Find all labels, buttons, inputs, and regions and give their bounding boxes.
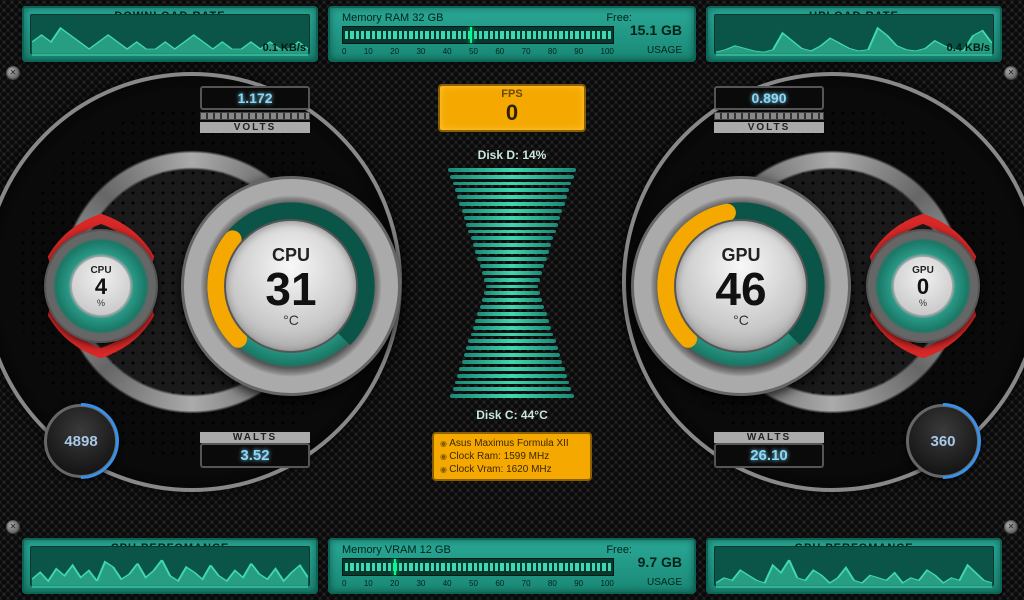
cpu-perf-panel: CPU PERFOMANCE	[22, 538, 318, 594]
info-box: Asus Maximus Formula XII Clock Ram: 1599…	[432, 432, 592, 481]
download-rate-text: 0.1 KB/s	[263, 42, 306, 54]
upload-rate-text: 0.4 KB/s	[947, 42, 990, 54]
fps-box: FPS 0	[438, 84, 586, 132]
vram-panel: Memory VRAM 12 GB Free: 9.7 GB USAGE 010…	[328, 538, 696, 594]
cpu-load-unit: %	[97, 298, 105, 308]
gpu-temp-gauge: GPU 46 °C	[631, 176, 851, 396]
ram-title: Memory RAM 32 GB	[342, 12, 443, 24]
center-bars	[448, 168, 576, 398]
screw-icon	[6, 66, 20, 80]
disk-d-text: Disk D: 14%	[478, 148, 547, 162]
disk-c-text: Disk C: 44°C	[476, 408, 548, 422]
cpu-temp-value: 31	[265, 266, 316, 312]
gpu-knob: 360	[906, 404, 980, 478]
cpu-knob-value: 4898	[64, 433, 97, 450]
gpu-load-value: 0	[917, 276, 929, 298]
gpu-volts-value: 0.890	[714, 86, 824, 110]
info-clock-vram: Clock Vram: 1620 MHz	[440, 463, 584, 476]
cpu-volts-label: VOLTS	[200, 122, 310, 133]
ram-scale: 0102030405060708090100	[342, 47, 614, 56]
vram-bar	[342, 558, 614, 576]
ram-free-label: Free:	[606, 12, 632, 24]
fps-value: 0	[440, 100, 584, 126]
gpu-walts-label: WALTS	[714, 432, 824, 443]
vram-indicator	[394, 559, 396, 575]
cpu-volts-box: 1.172 VOLTS	[200, 86, 310, 134]
gpu-load-gauge: GPU 0 %	[866, 229, 980, 343]
gpu-temp-unit: °C	[733, 312, 749, 328]
gpu-walts-value: 26.10	[714, 443, 824, 468]
cpu-walts-value: 3.52	[200, 443, 310, 468]
gpu-walts-box: WALTS 26.10	[714, 432, 824, 480]
gpu-temp-value: 46	[715, 266, 766, 312]
cpu-walts-box: WALTS 3.52	[200, 432, 310, 480]
gpu-volts-bar	[714, 112, 824, 120]
screw-icon	[1004, 66, 1018, 80]
info-clock-ram: Clock Ram: 1599 MHz	[440, 450, 584, 463]
upload-rate-panel: UPLOAD RATE 0.4 KB/s	[706, 6, 1002, 62]
cpu-temp-unit: °C	[283, 312, 299, 328]
vram-title: Memory VRAM 12 GB	[342, 544, 451, 556]
gpu-perf-panel: GPU PERFOMANCE	[706, 538, 1002, 594]
ram-free-value: 15.1 GB	[630, 22, 682, 38]
cpu-walts-label: WALTS	[200, 432, 310, 443]
vram-usage-label: USAGE	[647, 577, 682, 588]
fps-label: FPS	[440, 88, 584, 100]
ram-indicator	[470, 27, 472, 43]
cpu-pod: CPU 31 °C CPU 4 % 4898	[0, 72, 402, 492]
ram-usage-label: USAGE	[647, 45, 682, 56]
cpu-volts-value: 1.172	[200, 86, 310, 110]
cpu-temp-gauge: CPU 31 °C	[181, 176, 401, 396]
gpu-pod: GPU 46 °C GPU 0 % 360	[622, 72, 1024, 492]
download-rate-panel: DOWNLOAD RATE 0.1 KB/s	[22, 6, 318, 62]
screw-icon	[1004, 520, 1018, 534]
gpu-perf-chart	[716, 558, 992, 588]
cpu-load-gauge: CPU 4 %	[44, 229, 158, 343]
screw-icon	[6, 520, 20, 534]
info-motherboard: Asus Maximus Formula XII	[440, 437, 584, 450]
gpu-load-unit: %	[919, 298, 927, 308]
gpu-volts-label: VOLTS	[714, 122, 824, 133]
cpu-volts-bar	[200, 112, 310, 120]
vram-scale: 0102030405060708090100	[342, 579, 614, 588]
cpu-knob: 4898	[44, 404, 118, 478]
ram-bar	[342, 26, 614, 44]
vram-free-label: Free:	[606, 544, 632, 556]
cpu-perf-chart	[32, 558, 308, 588]
gpu-knob-value: 360	[930, 433, 955, 450]
ram-panel: Memory RAM 32 GB Free: 15.1 GB USAGE 010…	[328, 6, 696, 62]
vram-free-value: 9.7 GB	[638, 554, 682, 570]
cpu-load-value: 4	[95, 276, 107, 298]
gpu-volts-box: 0.890 VOLTS	[714, 86, 824, 134]
